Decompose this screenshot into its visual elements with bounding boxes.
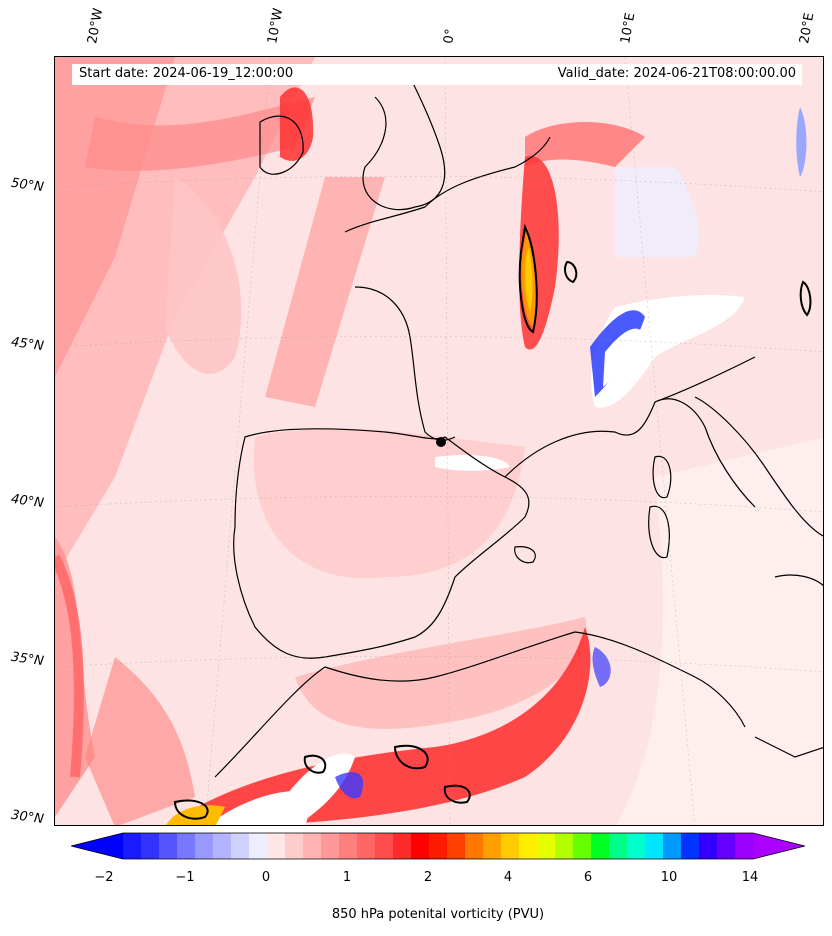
- lat-label-50n: 50°N: [10, 175, 45, 196]
- colorbar-tick: 1: [342, 870, 352, 885]
- colorbar-segment: [609, 833, 628, 859]
- lat-label-45n: 45°N: [10, 334, 45, 355]
- colorbar-segment: [591, 833, 610, 859]
- colorbar-segment: [249, 833, 268, 859]
- colorbar-segment: [519, 833, 538, 859]
- colorbar-segment: [537, 833, 556, 859]
- lat-label-30n: 30°N: [10, 807, 45, 828]
- colorbar-segment: [573, 833, 592, 859]
- lon-label-20e: 20°E: [797, 11, 818, 45]
- valid-date-label: Valid_date: 2024-06-21T08:00:00.00: [557, 66, 796, 81]
- colorbar-segment: [663, 833, 682, 859]
- colorbar-segment: [483, 833, 502, 859]
- colorbar-tick: 10: [660, 870, 678, 885]
- colorbar-segment: [627, 833, 646, 859]
- colorbar-tick: −2: [94, 870, 114, 885]
- colorbar-segment: [177, 833, 196, 859]
- colorbar-under-arrow: [71, 833, 123, 859]
- colorbar-segment: [321, 833, 340, 859]
- colorbar-segment: [195, 833, 214, 859]
- pv-field-map: [55, 57, 823, 825]
- colorbar-tick: 6: [583, 870, 593, 885]
- colorbar-segment: [267, 833, 286, 859]
- colorbar-segment: [213, 833, 232, 859]
- colorbar-segment: [285, 833, 304, 859]
- lon-label-10w: 10°W: [265, 7, 287, 46]
- start-date-label: Start date: 2024-06-19_12:00:00: [79, 66, 294, 81]
- colorbar-segment: [501, 833, 520, 859]
- colorbar-label: 850 hPa potenital vorticity (PVU): [331, 907, 545, 922]
- lat-label-40n: 40°N: [10, 491, 45, 512]
- colorbar-segment: [735, 833, 754, 859]
- colorbar-over-arrow: [753, 833, 805, 859]
- colorbar-tick: 14: [741, 870, 759, 885]
- colorbar-segment: [375, 833, 394, 859]
- colorbar-segment: [357, 833, 376, 859]
- colorbar-tick: 2: [423, 870, 433, 885]
- colorbar-segment: [717, 833, 736, 859]
- colorbar-tick: 0: [261, 870, 271, 885]
- colorbar-segment: [411, 833, 430, 859]
- colorbar-segment: [429, 833, 448, 859]
- colorbar-tick: 4: [503, 870, 513, 885]
- colorbar-segment: [465, 833, 484, 859]
- colorbar-segment: [231, 833, 250, 859]
- colorbar-segment: [645, 833, 664, 859]
- colorbar-segment: [141, 833, 160, 859]
- colorbar-segment: [681, 833, 700, 859]
- colorbar-segment: [123, 833, 142, 859]
- colorbar: [71, 832, 805, 860]
- lon-label-0: 0°: [441, 27, 459, 45]
- colorbar-tick: −1: [175, 870, 195, 885]
- colorbar-segment: [303, 833, 322, 859]
- map-panel: [54, 56, 824, 826]
- lon-label-10e: 10°E: [618, 11, 639, 45]
- colorbar-segment: [339, 833, 358, 859]
- colorbar-segment: [555, 833, 574, 859]
- lat-label-35n: 35°N: [10, 649, 45, 670]
- colorbar-outline: [71, 832, 805, 860]
- lon-label-20w: 20°W: [85, 7, 107, 46]
- header-box: [72, 64, 802, 85]
- colorbar-segment: [447, 833, 466, 859]
- colorbar-segment: [699, 833, 718, 859]
- colorbar-segment: [393, 833, 412, 859]
- colorbar-segment: [159, 833, 178, 859]
